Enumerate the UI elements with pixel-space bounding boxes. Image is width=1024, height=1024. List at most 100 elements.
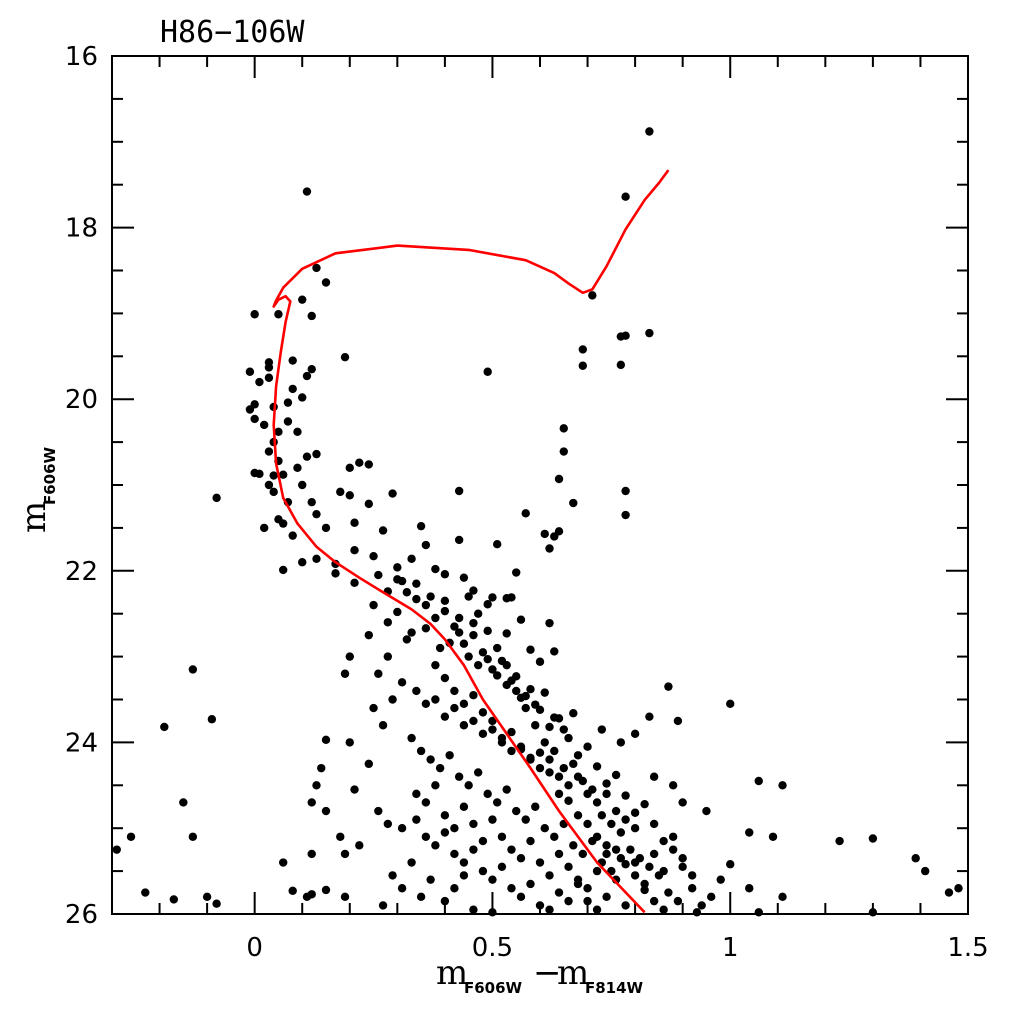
x-label-main-1: m [436,953,468,993]
star-point [564,896,573,906]
star-point [545,768,554,777]
star-point [421,624,431,633]
star-point [397,824,407,833]
star-point [521,509,530,518]
star-point [673,896,683,906]
star-point [516,693,526,702]
star-point [526,685,535,694]
x-tick-label: 0.5 [472,933,513,963]
star-point [321,735,331,745]
star-point [621,486,630,496]
star-point [350,578,359,588]
star-point [250,414,259,424]
star-point [597,725,607,734]
line-layer [272,169,670,914]
star-point [573,811,583,820]
star-point [440,596,450,606]
star-point [269,471,278,480]
star-point [645,127,654,136]
star-point [431,564,440,574]
star-point [364,460,373,469]
y-tick-label: 18 [65,214,98,244]
star-point [369,600,378,610]
y-label-sub: F606W [41,446,59,505]
star-point [516,615,526,624]
star-point [507,593,516,602]
star-point [697,901,706,910]
star-point [649,819,659,829]
star-point [321,885,331,895]
star-point [312,263,321,273]
star-point [687,871,697,880]
star-point [459,721,469,730]
star-point [302,371,312,381]
star-point [374,570,383,580]
star-point [321,806,331,816]
star-point [473,660,483,670]
star-point [483,367,492,376]
star-point [407,554,416,563]
star-point [312,509,321,519]
star-point [778,781,787,790]
star-point [621,815,630,824]
star-point [264,363,274,372]
y-tick-label: 26 [65,900,98,930]
star-point [293,463,302,473]
star-point [526,753,535,763]
star-point [397,884,407,893]
star-point [868,908,878,917]
star-point [550,746,559,756]
star-point [630,871,640,880]
star-point [488,665,497,674]
x-tick-label: 0 [246,933,263,963]
star-point [312,554,321,563]
star-point [569,709,578,718]
star-point [573,751,583,760]
star-point [754,908,763,917]
star-point [279,519,288,528]
star-point [421,699,431,708]
star-point [169,895,179,904]
star-point [640,799,649,809]
star-point [564,796,573,805]
star-point [488,593,497,602]
star-point [559,725,568,734]
star-point [431,613,440,623]
y-tick-label: 24 [65,728,98,758]
star-point [583,884,592,893]
star-point [488,716,497,726]
star-point [469,691,478,700]
ticks-layer [111,55,969,915]
star-point [483,626,492,636]
star-point [554,789,564,799]
star-point [431,660,440,670]
star-point [569,759,578,769]
x-label-sub-2: F814W [585,979,644,997]
star-point [507,845,516,854]
star-point [469,630,478,640]
x-tick-label: 1.5 [947,933,988,963]
star-point [407,733,416,743]
star-point [635,854,645,863]
chart-title: H86−106W [160,15,305,50]
x-label-sub-1: F606W [464,979,523,997]
star-point [678,854,687,863]
star-point [592,762,602,771]
star-point [602,779,611,788]
star-point [559,447,568,456]
star-point [283,398,293,407]
star-point [478,729,488,739]
star-point [649,849,659,859]
star-point [497,733,507,743]
star-point [521,703,530,713]
star-point [649,896,659,906]
star-point [583,819,592,829]
star-point [288,356,297,365]
x-label-main-2: m [557,953,589,993]
star-point [545,618,554,628]
star-point [535,901,545,910]
star-point [431,841,440,850]
star-point [345,738,354,747]
star-point [416,746,426,756]
star-point [540,688,549,697]
